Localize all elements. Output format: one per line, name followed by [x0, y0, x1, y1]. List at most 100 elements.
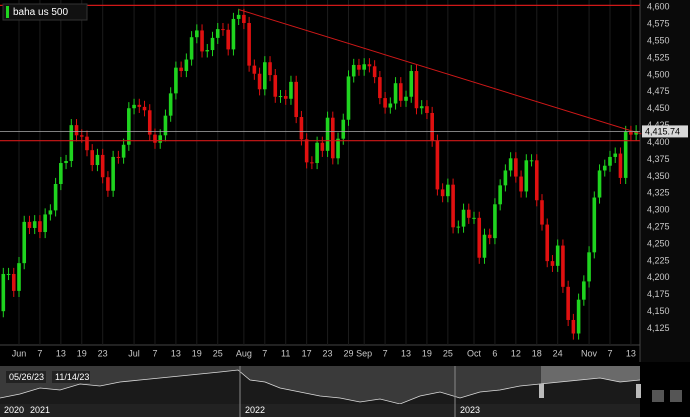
nav-year: 2023 [460, 405, 480, 415]
candle-body [174, 67, 178, 94]
candle-body [11, 273, 16, 291]
candle-body [545, 224, 550, 262]
candle-body [226, 29, 230, 50]
candle-body [341, 119, 346, 139]
candle-body [127, 108, 131, 145]
candle-body [388, 103, 393, 108]
nav-scroll-button[interactable] [652, 390, 664, 402]
x-tick-label: 19 [192, 348, 202, 358]
candle-body [534, 160, 539, 201]
legend-box [2, 3, 88, 21]
candle-body [268, 62, 272, 76]
candle-body [414, 71, 419, 109]
candle-body [425, 106, 429, 113]
candle-body [69, 125, 74, 161]
candle-body [404, 96, 408, 101]
candle-body [221, 29, 225, 31]
candle-body [514, 158, 518, 177]
candle-body [325, 117, 330, 151]
candle-body [503, 170, 508, 186]
legend-label: baha us 500 [13, 7, 68, 18]
candle-body [242, 14, 246, 23]
candle-body [310, 162, 314, 164]
candle-body [351, 64, 356, 77]
candle-body [456, 226, 461, 228]
candle-body [540, 200, 544, 225]
candle-body [498, 185, 502, 205]
legend-swatch [6, 6, 9, 18]
x-tick-label: 19 [422, 348, 432, 358]
x-tick-label: 17 [302, 348, 312, 358]
candle-body [231, 18, 236, 50]
candle-body [263, 62, 267, 90]
candle-body [132, 104, 136, 109]
candle-body [215, 29, 220, 38]
y-tick-label: 4,600 [647, 2, 670, 12]
candle-body [398, 83, 403, 101]
candle-body [189, 37, 194, 60]
candle-body [48, 210, 53, 215]
candle-body [116, 156, 121, 158]
candle-body [85, 136, 89, 151]
navigator-handle[interactable] [539, 384, 544, 398]
candle-body [629, 131, 633, 135]
candle-body [493, 204, 497, 239]
candle-body [362, 64, 366, 70]
y-tick-label: 4,425 [647, 120, 670, 130]
candle-body [142, 106, 147, 111]
candle-body [608, 156, 612, 166]
candle-body [299, 117, 304, 140]
candle-body [571, 319, 576, 334]
candle-body [163, 115, 168, 136]
candle-body [43, 214, 47, 233]
x-tick-label: 29 [343, 348, 353, 358]
x-tick-label: 13 [171, 348, 181, 358]
nav-year: 2022 [245, 405, 265, 415]
candle-body [587, 252, 591, 282]
x-tick-label: Sep [356, 348, 372, 358]
y-tick-label: 4,550 [647, 35, 670, 45]
y-tick-label: 4,300 [647, 205, 670, 215]
navigator-handle[interactable] [636, 384, 641, 398]
candle-body [195, 30, 199, 38]
candle-body [1, 273, 6, 312]
candle-body [634, 131, 638, 135]
x-tick-label: 25 [443, 348, 453, 358]
candle-body [346, 76, 351, 120]
candle-body [289, 81, 293, 99]
candle-body [137, 104, 142, 107]
candle-body [111, 156, 115, 191]
candle-body [487, 234, 492, 239]
y-tick-label: 4,225 [647, 255, 670, 265]
y-tick-label: 4,250 [647, 238, 670, 248]
candle-body [74, 125, 79, 136]
candle-body [357, 64, 361, 70]
candle-body [59, 163, 63, 184]
y-tick-label: 4,525 [647, 52, 670, 62]
candle-body [17, 263, 21, 291]
nav-end-date: 11/14/23 [55, 372, 89, 382]
candle-body [561, 245, 565, 287]
navigator-line [0, 369, 641, 405]
x-tick-label: 12 [511, 348, 521, 358]
candle-body [252, 65, 257, 74]
x-tick-label: Aug [236, 348, 252, 358]
x-tick-label: 6 [492, 348, 497, 358]
candle-body [336, 138, 340, 159]
x-tick-label: 13 [401, 348, 411, 358]
last-price-box [642, 125, 688, 138]
nav-start-date: 05/26/23 [9, 372, 44, 382]
candle-body [419, 106, 424, 109]
x-tick-label: Jun [12, 348, 27, 358]
candle-body [597, 170, 602, 198]
candle-body [38, 221, 42, 233]
nav-year: 2020 [4, 405, 24, 415]
overlays [0, 4, 642, 142]
y-tick-label: 4,500 [647, 69, 670, 79]
candle-body [273, 75, 278, 97]
nav-scroll-button[interactable] [670, 390, 682, 402]
navigator-years [0, 404, 640, 417]
y-tick-label: 4,575 [647, 19, 670, 29]
nav-date-box [52, 371, 90, 383]
